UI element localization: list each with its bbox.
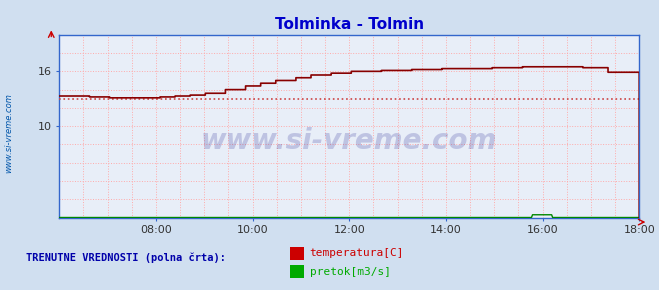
Text: pretok[m3/s]: pretok[m3/s]	[310, 267, 391, 277]
Text: www.si-vreme.com: www.si-vreme.com	[201, 127, 498, 155]
Text: temperatura[C]: temperatura[C]	[310, 248, 404, 258]
Text: TRENUTNE VREDNOSTI (polna črta):: TRENUTNE VREDNOSTI (polna črta):	[26, 253, 226, 263]
Text: www.si-vreme.com: www.si-vreme.com	[4, 93, 13, 173]
Title: Tolminka - Tolmin: Tolminka - Tolmin	[275, 17, 424, 32]
